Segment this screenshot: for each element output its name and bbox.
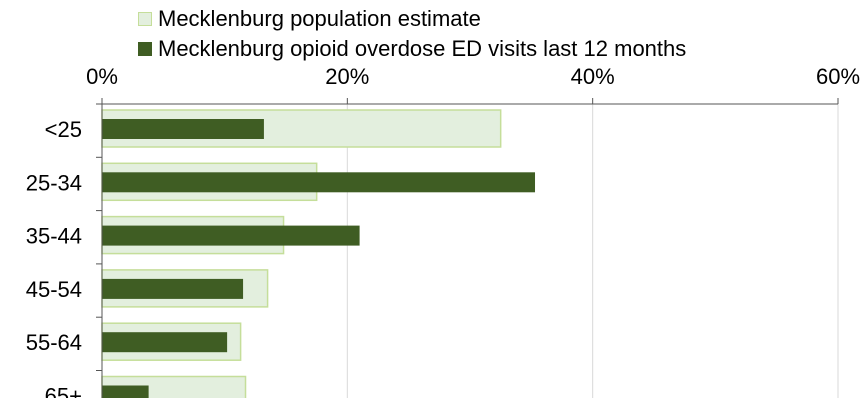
bar-population <box>101 109 502 148</box>
bar-ed-visits <box>102 172 536 193</box>
tick-labels: 0% 20% 40% 60% <25 25-34 35-44 45-54 55-64 65+ <box>26 64 860 398</box>
y-tick-label: <25 <box>45 117 82 142</box>
bar-ed-visits <box>102 225 360 246</box>
bar-ed-visits <box>102 278 244 299</box>
bar-ed-visits <box>102 119 264 139</box>
y-tick-label: 65+ <box>45 384 82 398</box>
legend-item-ed-visits: Mecklenburg opioid overdose ED visits la… <box>138 36 686 62</box>
axes <box>96 98 839 398</box>
y-tick-label: 25-34 <box>26 170 82 195</box>
legend-swatch-ed-visits <box>138 42 152 56</box>
bar-ed-visits <box>102 332 228 353</box>
y-tick-label: 35-44 <box>26 224 82 249</box>
legend-label-population: Mecklenburg population estimate <box>158 6 481 31</box>
bars <box>101 109 536 398</box>
x-tick-label: 0% <box>86 64 118 89</box>
x-tick-label: 60% <box>816 64 860 89</box>
gridlines <box>346 104 839 398</box>
legend-swatch-population <box>138 12 152 26</box>
legend-label-ed-visits: Mecklenburg opioid overdose ED visits la… <box>158 36 687 61</box>
bar-ed-visits <box>102 385 149 398</box>
y-tick-label: 55-64 <box>26 330 82 355</box>
x-tick-label: 40% <box>571 64 615 89</box>
x-tick-label: 20% <box>325 64 369 89</box>
legend-item-population: Mecklenburg population estimate <box>138 6 481 32</box>
y-tick-label: 45-54 <box>26 277 82 302</box>
